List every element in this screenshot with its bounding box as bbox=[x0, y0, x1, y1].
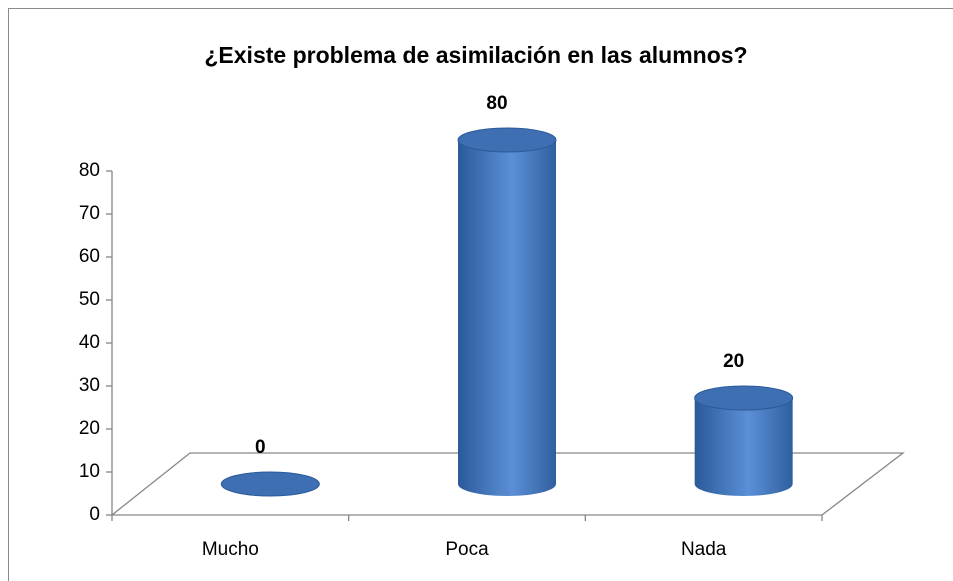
data-label: 80 bbox=[486, 93, 507, 114]
bar bbox=[694, 385, 794, 496]
y-tick-label: 50 bbox=[79, 289, 100, 310]
y-tick-label: 80 bbox=[79, 160, 100, 181]
y-tick-label: 20 bbox=[79, 418, 100, 439]
bar bbox=[220, 471, 320, 497]
y-tick-label: 10 bbox=[79, 461, 100, 482]
bar-part bbox=[458, 140, 556, 496]
x-tick-label: Nada bbox=[681, 539, 727, 560]
data-label: 0 bbox=[255, 437, 266, 458]
y-tick-label: 40 bbox=[79, 332, 100, 353]
bar bbox=[457, 127, 557, 496]
bar-part bbox=[694, 385, 794, 411]
bar-part bbox=[457, 127, 557, 153]
bar-part bbox=[694, 398, 793, 496]
y-tick-label: 60 bbox=[79, 246, 100, 267]
data-label: 20 bbox=[723, 351, 744, 372]
y-tick-label: 30 bbox=[79, 375, 100, 396]
x-tick-label: Poca bbox=[445, 539, 489, 560]
x-tick-label: Mucho bbox=[202, 539, 259, 560]
bar-part bbox=[220, 471, 320, 497]
y-tick-label: 0 bbox=[89, 504, 100, 525]
y-tick-label: 70 bbox=[79, 203, 100, 224]
chart-title: ¿Existe problema de asimilación en las a… bbox=[204, 42, 747, 68]
